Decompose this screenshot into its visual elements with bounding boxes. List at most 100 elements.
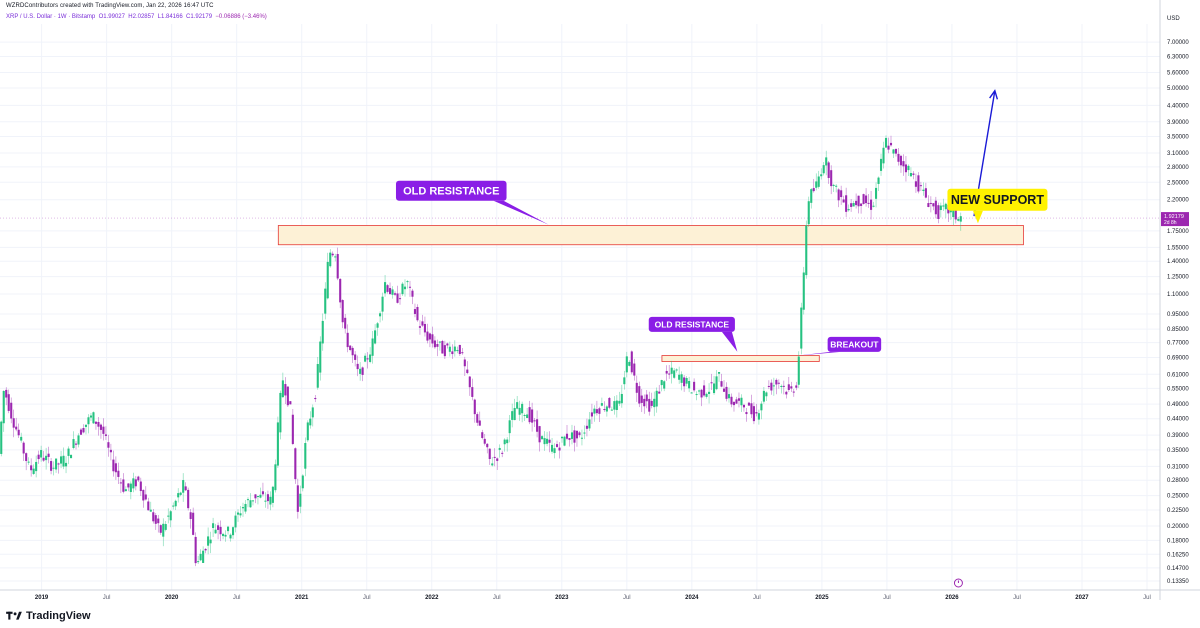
candle bbox=[251, 500, 255, 506]
candle bbox=[57, 462, 60, 474]
candle bbox=[852, 200, 855, 207]
candle bbox=[299, 485, 302, 514]
candle bbox=[259, 487, 262, 499]
candle bbox=[700, 389, 703, 407]
old-resistance-zone-minor bbox=[661, 355, 820, 362]
candle bbox=[820, 168, 823, 180]
candle bbox=[932, 203, 935, 211]
candle bbox=[568, 437, 571, 447]
candle bbox=[202, 546, 205, 564]
candle bbox=[40, 445, 43, 462]
candle bbox=[418, 320, 421, 335]
candle bbox=[349, 345, 352, 352]
annotation-callout: NEW SUPPORT bbox=[947, 188, 1048, 224]
candle bbox=[493, 448, 496, 467]
candle bbox=[222, 532, 225, 540]
candle bbox=[67, 446, 70, 465]
candle bbox=[229, 533, 232, 542]
candle bbox=[351, 346, 354, 363]
candle bbox=[379, 311, 382, 323]
candle bbox=[274, 459, 277, 493]
price-tick-label: 0.55000 bbox=[1167, 386, 1189, 392]
candle bbox=[937, 202, 940, 224]
price-tick-label: 0.95000 bbox=[1167, 312, 1189, 318]
candle bbox=[162, 518, 165, 547]
candle bbox=[508, 414, 511, 443]
candle bbox=[408, 280, 412, 297]
candle bbox=[827, 161, 830, 184]
time-tick-label: 2023 bbox=[555, 595, 569, 601]
candle bbox=[750, 394, 753, 418]
price-tick-label: 1.25000 bbox=[1167, 275, 1189, 281]
candle bbox=[513, 398, 516, 421]
candle bbox=[531, 402, 534, 432]
candle bbox=[481, 429, 484, 440]
candle bbox=[640, 388, 643, 413]
candle bbox=[772, 377, 775, 396]
candle bbox=[169, 509, 172, 528]
candle bbox=[281, 372, 284, 398]
candle bbox=[139, 477, 142, 496]
candle bbox=[60, 450, 63, 469]
time-tick-label: 2026 bbox=[945, 595, 959, 601]
candle bbox=[381, 292, 384, 321]
tradingview-logo-icon bbox=[6, 611, 22, 620]
candle bbox=[867, 194, 870, 208]
candle bbox=[815, 173, 818, 191]
candle bbox=[842, 195, 845, 203]
candle bbox=[7, 389, 10, 414]
candle bbox=[845, 187, 848, 218]
candle bbox=[553, 443, 556, 459]
candle bbox=[822, 162, 825, 176]
candle bbox=[62, 447, 65, 470]
candle bbox=[326, 252, 329, 300]
candle bbox=[224, 530, 227, 542]
candle bbox=[580, 429, 583, 446]
candle bbox=[850, 199, 853, 212]
candle bbox=[174, 499, 177, 511]
candle bbox=[618, 391, 621, 407]
candle bbox=[2, 390, 5, 432]
candle bbox=[603, 401, 606, 412]
candle bbox=[560, 436, 564, 443]
candle bbox=[89, 413, 93, 422]
candle bbox=[436, 339, 439, 357]
candle bbox=[897, 147, 900, 166]
candle bbox=[361, 366, 364, 382]
candle bbox=[909, 167, 912, 177]
candle bbox=[742, 403, 745, 412]
price-tick-label: 0.28000 bbox=[1167, 478, 1189, 484]
candle bbox=[306, 420, 309, 442]
candle bbox=[840, 185, 843, 205]
candle bbox=[167, 508, 170, 524]
candle bbox=[919, 181, 922, 192]
candle bbox=[84, 424, 88, 435]
candle bbox=[117, 462, 120, 484]
candle bbox=[929, 196, 932, 213]
candle bbox=[177, 488, 180, 503]
candle bbox=[538, 425, 541, 452]
candle bbox=[703, 380, 706, 398]
candle bbox=[212, 517, 215, 537]
candle bbox=[543, 431, 546, 451]
candle bbox=[722, 380, 726, 392]
candle bbox=[491, 456, 494, 467]
symbol-name[interactable]: XRP / U.S. Dollar · 1W · Bitstamp bbox=[6, 14, 96, 20]
candle bbox=[570, 424, 574, 445]
candle bbox=[231, 526, 235, 540]
price-tick-label: 1.40000 bbox=[1167, 259, 1189, 265]
candle bbox=[421, 314, 424, 327]
candle bbox=[792, 388, 795, 397]
price-tick-label: 0.61000 bbox=[1167, 372, 1189, 378]
candle bbox=[204, 548, 207, 554]
candle bbox=[648, 391, 651, 416]
candle bbox=[922, 182, 925, 196]
candle bbox=[443, 340, 446, 359]
candle bbox=[52, 461, 55, 476]
candle bbox=[802, 266, 805, 315]
candle bbox=[47, 446, 50, 464]
candle bbox=[276, 416, 279, 468]
candle bbox=[483, 434, 486, 446]
candle bbox=[673, 367, 676, 379]
